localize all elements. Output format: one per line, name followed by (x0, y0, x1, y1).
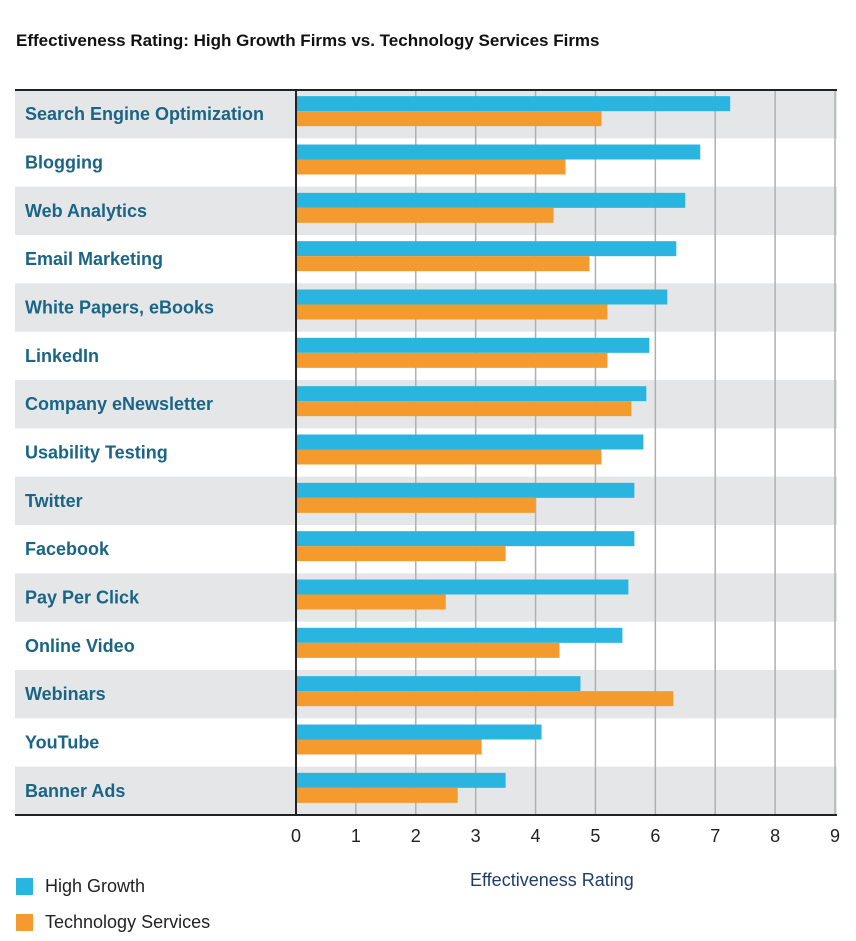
bar-technology-services-twitter (296, 497, 536, 513)
category-label-banner-ads: Banner Ads (25, 781, 125, 801)
row-bands (15, 90, 837, 815)
x-axis-title: Effectiveness Rating (470, 870, 634, 890)
bar-technology-services-youtube (296, 739, 482, 755)
category-label-webinars: Webinars (25, 684, 106, 704)
bar-high-growth-white-papers-ebooks (296, 289, 668, 305)
chart-title: Effectiveness Rating: High Growth Firms … (16, 31, 600, 50)
category-label-web-analytics: Web Analytics (25, 201, 147, 221)
category-label-facebook: Facebook (25, 539, 110, 559)
category-label-linkedin: LinkedIn (25, 346, 99, 366)
x-tick-label-8: 8 (770, 826, 780, 846)
bar-technology-services-usability-testing (296, 449, 602, 465)
bar-technology-services-blogging (296, 159, 566, 175)
category-label-usability-testing: Usability Testing (25, 443, 168, 463)
bar-high-growth-banner-ads (296, 772, 506, 788)
bar-technology-services-banner-ads (296, 787, 458, 803)
x-tick-label-9: 9 (830, 826, 840, 846)
x-tick-label-2: 2 (411, 826, 421, 846)
category-label-blogging: Blogging (25, 153, 103, 173)
bar-high-growth-linkedin (296, 337, 650, 353)
x-tick-labels: 0 1 2 3 4 5 6 7 8 9 (291, 826, 840, 846)
x-tick-label-3: 3 (471, 826, 481, 846)
bar-technology-services-company-enewsletter (296, 401, 632, 417)
bar-high-growth-pay-per-click (296, 579, 629, 595)
bar-technology-services-webinars (296, 691, 674, 707)
bar-technology-services-online-video (296, 642, 560, 658)
legend-swatch-technology-services (16, 914, 33, 931)
bar-technology-services-linkedin (296, 352, 608, 368)
bar-high-growth-email-marketing (296, 241, 677, 257)
bar-high-growth-search-engine-optimization (296, 96, 731, 112)
category-label-company-enewsletter: Company eNewsletter (25, 394, 213, 414)
bar-high-growth-twitter (296, 482, 635, 498)
category-label-email-marketing: Email Marketing (25, 249, 163, 269)
bar-technology-services-facebook (296, 546, 506, 562)
category-label-pay-per-click: Pay Per Click (25, 588, 140, 608)
x-tick-label-5: 5 (590, 826, 600, 846)
bar-technology-services-web-analytics (296, 207, 554, 223)
category-label-online-video: Online Video (25, 636, 135, 656)
legend-swatch-high-growth (16, 878, 33, 895)
category-label-search-engine-optimization: Search Engine Optimization (25, 104, 264, 124)
legend-item-high-growth: High Growth (16, 876, 145, 897)
bar-technology-services-search-engine-optimization (296, 111, 602, 127)
chart-frame (15, 89, 837, 816)
x-tick-label-1: 1 (351, 826, 361, 846)
bars (296, 96, 731, 803)
bar-high-growth-usability-testing (296, 434, 644, 450)
bar-high-growth-company-enewsletter (296, 386, 647, 402)
category-labels: Search Engine Optimization Blogging Web An… (25, 104, 264, 801)
x-tick-label-0: 0 (291, 826, 301, 846)
category-label-white-papers-ebooks: White Papers, eBooks (25, 298, 214, 318)
x-tick-label-4: 4 (531, 826, 541, 846)
bar-technology-services-pay-per-click (296, 594, 446, 610)
bar-chart: Search Engine Optimization Blogging Web An… (15, 89, 840, 846)
legend-label-technology-services: Technology Services (45, 912, 211, 932)
x-tick-label-7: 7 (710, 826, 720, 846)
bar-technology-services-email-marketing (296, 256, 590, 272)
category-label-twitter: Twitter (25, 491, 83, 511)
category-label-youtube: YouTube (25, 733, 99, 753)
bar-high-growth-online-video (296, 627, 623, 643)
legend-label-high-growth: High Growth (45, 876, 146, 896)
bar-high-growth-webinars (296, 676, 581, 692)
bar-high-growth-blogging (296, 144, 701, 160)
bar-technology-services-white-papers-ebooks (296, 304, 608, 320)
bar-high-growth-youtube (296, 724, 542, 740)
bar-high-growth-web-analytics (296, 192, 686, 208)
x-tick-label-6: 6 (650, 826, 660, 846)
legend-item-technology-services: Technology Services (16, 912, 210, 933)
bar-high-growth-facebook (296, 531, 635, 547)
